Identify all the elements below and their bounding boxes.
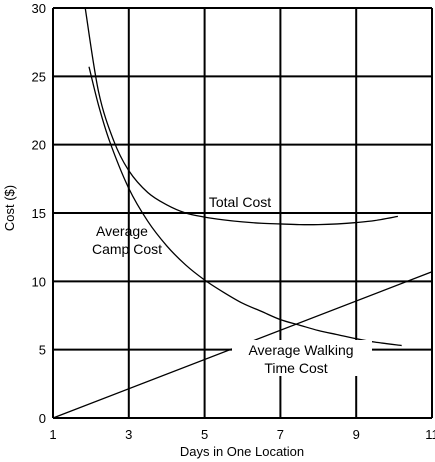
walk-cost-label-line2: Time Cost (264, 360, 327, 376)
x-tick-label-4: 9 (353, 427, 360, 442)
y-tick-label-3: 15 (32, 206, 46, 221)
x-tick-label-2: 5 (201, 427, 208, 442)
x-tick-label-0: 1 (49, 427, 56, 442)
camp-cost-label-line2: Camp Cost (92, 241, 162, 257)
x-tick-label-3: 7 (277, 427, 284, 442)
camp-cost-label-line1: Average (96, 223, 148, 239)
camp-cost-curve (88, 66, 402, 347)
total-cost-label: Total Cost (209, 194, 271, 210)
y-tick-label-1: 5 (39, 343, 46, 358)
y-tick-label-6: 30 (32, 1, 46, 16)
x-axis-label: Days in One Location (180, 444, 304, 459)
y-axis-label: Cost ($) (2, 185, 17, 231)
tick-labels: 1 3 5 7 9 11 0 5 10 15 20 25 30 (32, 1, 435, 442)
y-tick-label-0: 0 (39, 411, 46, 426)
walk-cost-label-line1: Average Walking (248, 342, 353, 358)
grid (52, 7, 433, 419)
x-tick-label-1: 3 (125, 427, 132, 442)
x-tick-label-5: 11 (425, 427, 435, 442)
y-tick-label-4: 20 (32, 138, 46, 153)
walk-cost-label-bg (232, 340, 372, 376)
y-tick-label-5: 25 (32, 69, 46, 84)
y-tick-label-2: 10 (32, 274, 46, 289)
total-cost-curve (84, 7, 399, 226)
